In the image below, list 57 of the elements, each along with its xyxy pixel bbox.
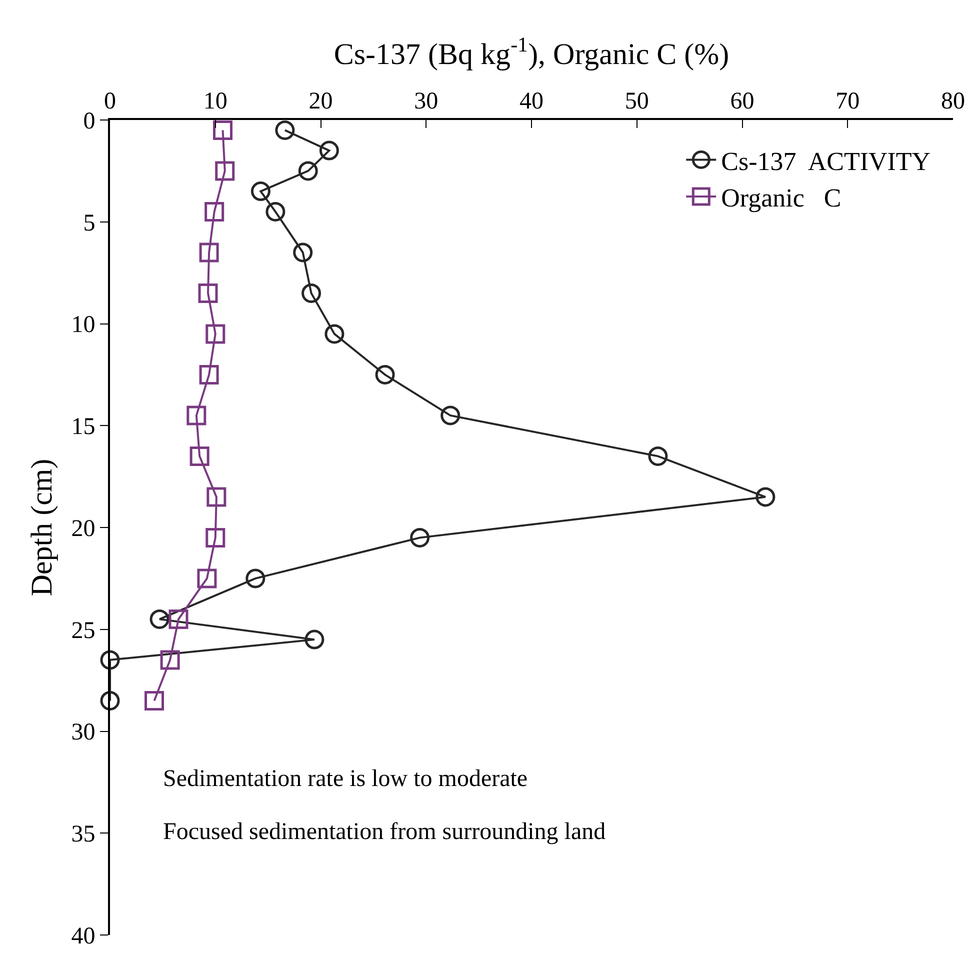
y-tick-label: 10 <box>71 312 96 338</box>
point <box>250 182 270 202</box>
y-tick-label: 40 <box>71 923 96 950</box>
legend-label: Organic C <box>721 184 842 213</box>
point <box>246 568 266 588</box>
x-tick-label: 50 <box>624 88 649 114</box>
point <box>198 283 218 303</box>
y-tick-label: 20 <box>71 516 96 542</box>
point <box>144 690 164 710</box>
point <box>199 364 219 384</box>
point <box>168 609 188 629</box>
x-tick-label: 10 <box>203 88 228 114</box>
y-tick-label: 5 <box>83 210 96 236</box>
x-tick-label: 20 <box>308 88 333 114</box>
point <box>375 364 395 384</box>
point <box>204 202 224 222</box>
y-axis-title: Depth (cm) <box>26 458 59 596</box>
point <box>206 487 226 507</box>
point <box>319 140 339 160</box>
point <box>199 242 219 262</box>
point <box>206 324 226 344</box>
point <box>100 650 120 670</box>
point <box>206 528 226 548</box>
annotation: Focused sedimentation from surrounding land <box>163 819 606 845</box>
x-tick-label: 60 <box>730 88 754 114</box>
x-tick-label: 30 <box>414 88 438 114</box>
point <box>275 120 295 140</box>
x-axis-title: Cs-137 (Bq kg$^{-1}$), Organic C (%) <box>334 32 730 71</box>
point <box>298 161 318 181</box>
point <box>440 406 460 426</box>
point <box>100 690 120 710</box>
point <box>756 487 776 507</box>
legend-label: Cs-137 ACTIVITY <box>721 146 931 176</box>
point <box>266 202 286 222</box>
point <box>324 324 344 344</box>
point <box>215 161 235 181</box>
x-tick-label: 40 <box>520 88 544 114</box>
point <box>197 568 217 588</box>
point <box>160 650 180 670</box>
point <box>190 446 210 466</box>
y-tick-label: 25 <box>71 618 96 644</box>
point <box>186 406 206 426</box>
x-tick-label: 0 <box>104 88 116 114</box>
point <box>648 446 668 466</box>
point <box>213 120 232 140</box>
point <box>293 242 313 262</box>
point <box>302 283 322 303</box>
y-tick-label: 30 <box>71 720 96 746</box>
y-tick-label: 15 <box>71 414 96 440</box>
point <box>410 528 430 548</box>
x-tick-label: 70 <box>836 88 860 114</box>
y-tick-label: 35 <box>71 822 96 848</box>
y-tick-label: 0 <box>83 108 96 134</box>
x-tick-label: 80 <box>941 88 965 114</box>
point <box>304 630 324 650</box>
point <box>150 609 170 629</box>
annotation: Sedimentation rate is low to moderate <box>163 766 528 792</box>
